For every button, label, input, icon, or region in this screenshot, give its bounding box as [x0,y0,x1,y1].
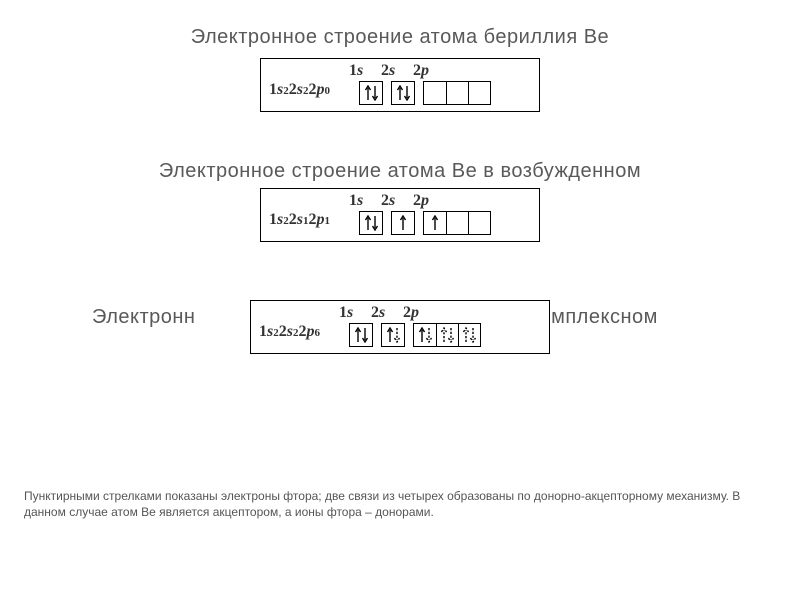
spin-up-arrow [355,327,361,343]
spin-down-arrow [362,327,368,343]
orbital-group [423,81,491,105]
spin-up-arrow [400,215,406,231]
orbital-group [381,323,405,347]
orbital-label: 2s [381,193,413,209]
orbital-diagram-be_excited: 1s2s2p 1s22s12p1 [260,188,540,242]
electron-config-formula: 1s22s12p1 [269,211,359,229]
orbital-group [413,323,481,347]
orbital-label: 2p [403,305,479,321]
orbital-cell [436,324,458,346]
orbital-group [359,211,383,235]
orbital-group [423,211,491,235]
orbital-cell [468,82,490,104]
spin-up-arrow [365,215,371,231]
spin-up-arrow [432,215,438,231]
orbital-cell [392,82,414,104]
orbital-label: 1s [349,193,381,209]
spin-up-arrow [387,327,393,343]
orbital-cell [458,324,480,346]
spin-down-arrow [448,327,454,343]
spin-down-arrow [372,215,378,231]
orbital-label: 2s [371,305,403,321]
spin-up-arrow [463,327,469,343]
heading-1: Электронное строение атома бериллия Be [0,26,800,49]
orbital-diagram-be_ground: 1s2s2p 1s22s22p0 [260,58,540,112]
electron-config-formula: 1s22s22p6 [259,323,349,341]
footnote: Пунктирными стрелками показаны электроны… [24,488,776,520]
spin-down-arrow [426,327,432,343]
orbital-group [391,81,415,105]
orbital-cell [392,212,414,234]
spin-up-arrow [397,85,403,101]
orbital-cell [424,82,446,104]
orbital-group [349,323,373,347]
orbital-label: 1s [349,63,381,79]
orbital-cell [350,324,372,346]
orbital-cell [446,82,468,104]
orbital-label: 2p [413,193,489,209]
orbital-cell [446,212,468,234]
spin-up-arrow [365,85,371,101]
heading-2: Электронное строение атома Be в возбужде… [0,160,800,183]
orbital-cell [468,212,490,234]
orbital-diagram-be_complex: 1s2s2p 1s22s22p6 [250,300,550,354]
spin-down-arrow [394,327,400,343]
spin-up-arrow [441,327,447,343]
orbital-cell [360,82,382,104]
orbital-group [359,81,383,105]
spin-up-arrow [419,327,425,343]
orbital-label: 1s [339,305,371,321]
spin-down-arrow [404,85,410,101]
orbital-cell [382,324,404,346]
orbital-label: 2p [413,63,489,79]
orbital-cell [424,212,446,234]
electron-config-formula: 1s22s22p0 [269,81,359,99]
orbital-cell [360,212,382,234]
spin-down-arrow [372,85,378,101]
orbital-cell [414,324,436,346]
orbital-group [391,211,415,235]
orbital-label: 2s [381,63,413,79]
spin-down-arrow [470,327,476,343]
heading-3-left: Электронн [92,306,195,329]
